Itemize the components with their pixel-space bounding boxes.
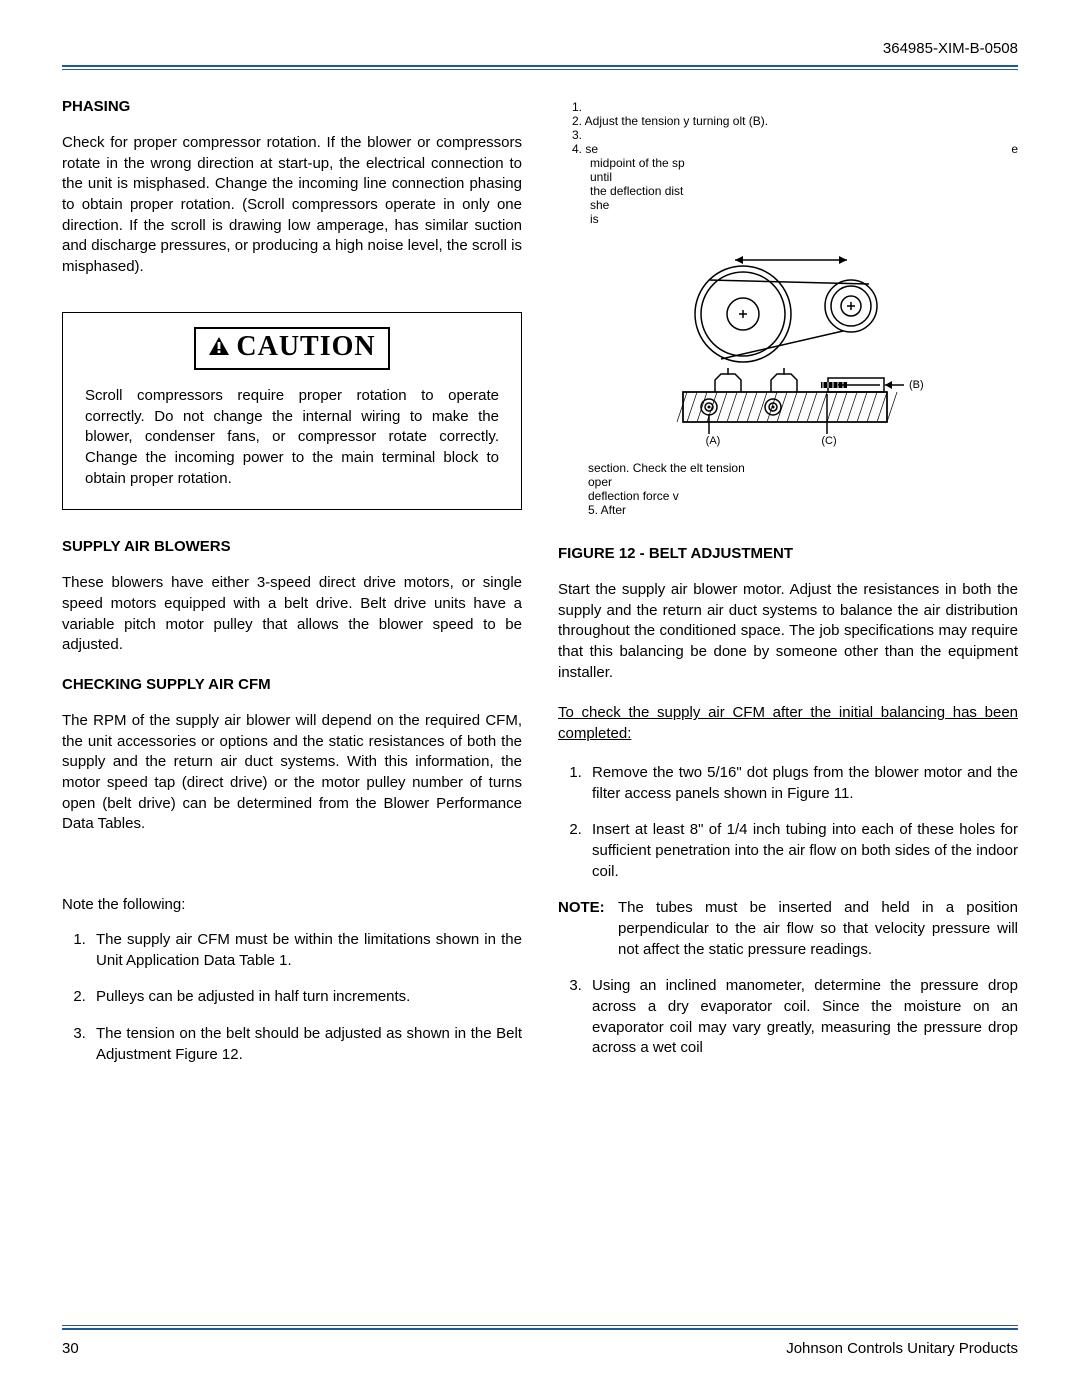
adj-step-4-l5: is [572, 212, 1018, 226]
bottom-rule [62, 1325, 1018, 1330]
adj-step-3: 3. [572, 128, 1018, 142]
note-item-3: The tension on the belt should be adjust… [90, 1024, 522, 1065]
note-intro: Note the following: [62, 895, 522, 916]
left-column: PHASING Check for proper compressor rota… [62, 94, 522, 1081]
svg-text:(B): (B) [909, 379, 924, 391]
caution-box: CAUTION Scroll compressors require prope… [62, 312, 522, 510]
adj-step-4-l4: she [572, 198, 1018, 212]
post-fig-2: oper [588, 475, 1018, 489]
phasing-paragraph: Check for proper compressor rotation. If… [62, 133, 522, 278]
cfm-steps-list: Remove the two 5/16" dot plugs from the … [558, 763, 1018, 882]
caution-badge: CAUTION [194, 327, 389, 370]
caution-text: Scroll compressors require proper rotati… [85, 386, 499, 489]
note-row: NOTE: The tubes must be inserted and hel… [558, 898, 1018, 960]
adj-step-4-l1: midpoint of the sp [572, 156, 1018, 170]
adj-step-4-head: 4. se [572, 142, 598, 156]
caution-badge-wrap: CAUTION [85, 327, 499, 370]
supply-heading: SUPPLY AIR BLOWERS [62, 538, 522, 555]
adj-step-4-tail: e [1011, 142, 1018, 156]
check-underline: To check the supply air CFM after the in… [558, 703, 1018, 744]
svg-text:(A): (A) [706, 435, 721, 447]
note-item-2: Pulleys can be adjusted in half turn inc… [90, 987, 522, 1008]
cfm-steps-list-cont: Using an inclined manometer, determine t… [558, 976, 1018, 1059]
note-body: The tubes must be inserted and held in a… [618, 898, 1018, 960]
adj-step-4-l2: until [572, 170, 1018, 184]
doc-header: 364985-XIM-B-0508 [62, 40, 1018, 57]
belt-adjust-steps: 1. 2. Adjust the tension y turning olt (… [572, 100, 1018, 226]
footer: 30 Johnson Controls Unitary Products [62, 1325, 1018, 1357]
cfm-step-3: Using an inclined manometer, determine t… [586, 976, 1018, 1059]
adj-step-2: 2. Adjust the tension y turning olt (B). [572, 114, 1018, 128]
figure-caption: FIGURE 12 - BELT ADJUSTMENT [558, 545, 1018, 562]
post-fig-3: deflection force v [588, 489, 1018, 503]
check-paragraph: The RPM of the supply air blower will de… [62, 711, 522, 835]
svg-text:(C): (C) [821, 435, 836, 447]
post-figure-text: section. Check the elt tension oper defl… [588, 461, 1018, 517]
post-fig-1: section. Check the elt tension [588, 461, 1018, 475]
cfm-step-1: Remove the two 5/16" dot plugs from the … [586, 763, 1018, 804]
adj-step-1: 1. [572, 100, 1018, 114]
warning-triangle-icon [208, 332, 230, 364]
start-paragraph: Start the supply air blower motor. Adjus… [558, 580, 1018, 683]
top-rule [62, 65, 1018, 70]
right-column: 1. 2. Adjust the tension y turning olt (… [558, 94, 1018, 1081]
page-number: 30 [62, 1340, 79, 1357]
note-label: NOTE: [558, 898, 618, 960]
belt-figure: (A) (C) (B) [558, 234, 1018, 457]
adj-step-4-l3: the deflection dist [572, 184, 1018, 198]
check-heading: CHECKING SUPPLY AIR CFM [62, 676, 522, 693]
cfm-step-2: Insert at least 8" of 1/4 inch tubing in… [586, 820, 1018, 882]
content-columns: PHASING Check for proper compressor rota… [62, 94, 1018, 1081]
notes-list: The supply air CFM must be within the li… [62, 930, 522, 1065]
note-item-1: The supply air CFM must be within the li… [90, 930, 522, 971]
phasing-heading: PHASING [62, 98, 522, 115]
post-fig-4: 5. After [588, 503, 1018, 517]
supply-paragraph: These blowers have either 3-speed direct… [62, 573, 522, 656]
footer-company: Johnson Controls Unitary Products [786, 1340, 1018, 1357]
caution-label: CAUTION [236, 331, 375, 362]
